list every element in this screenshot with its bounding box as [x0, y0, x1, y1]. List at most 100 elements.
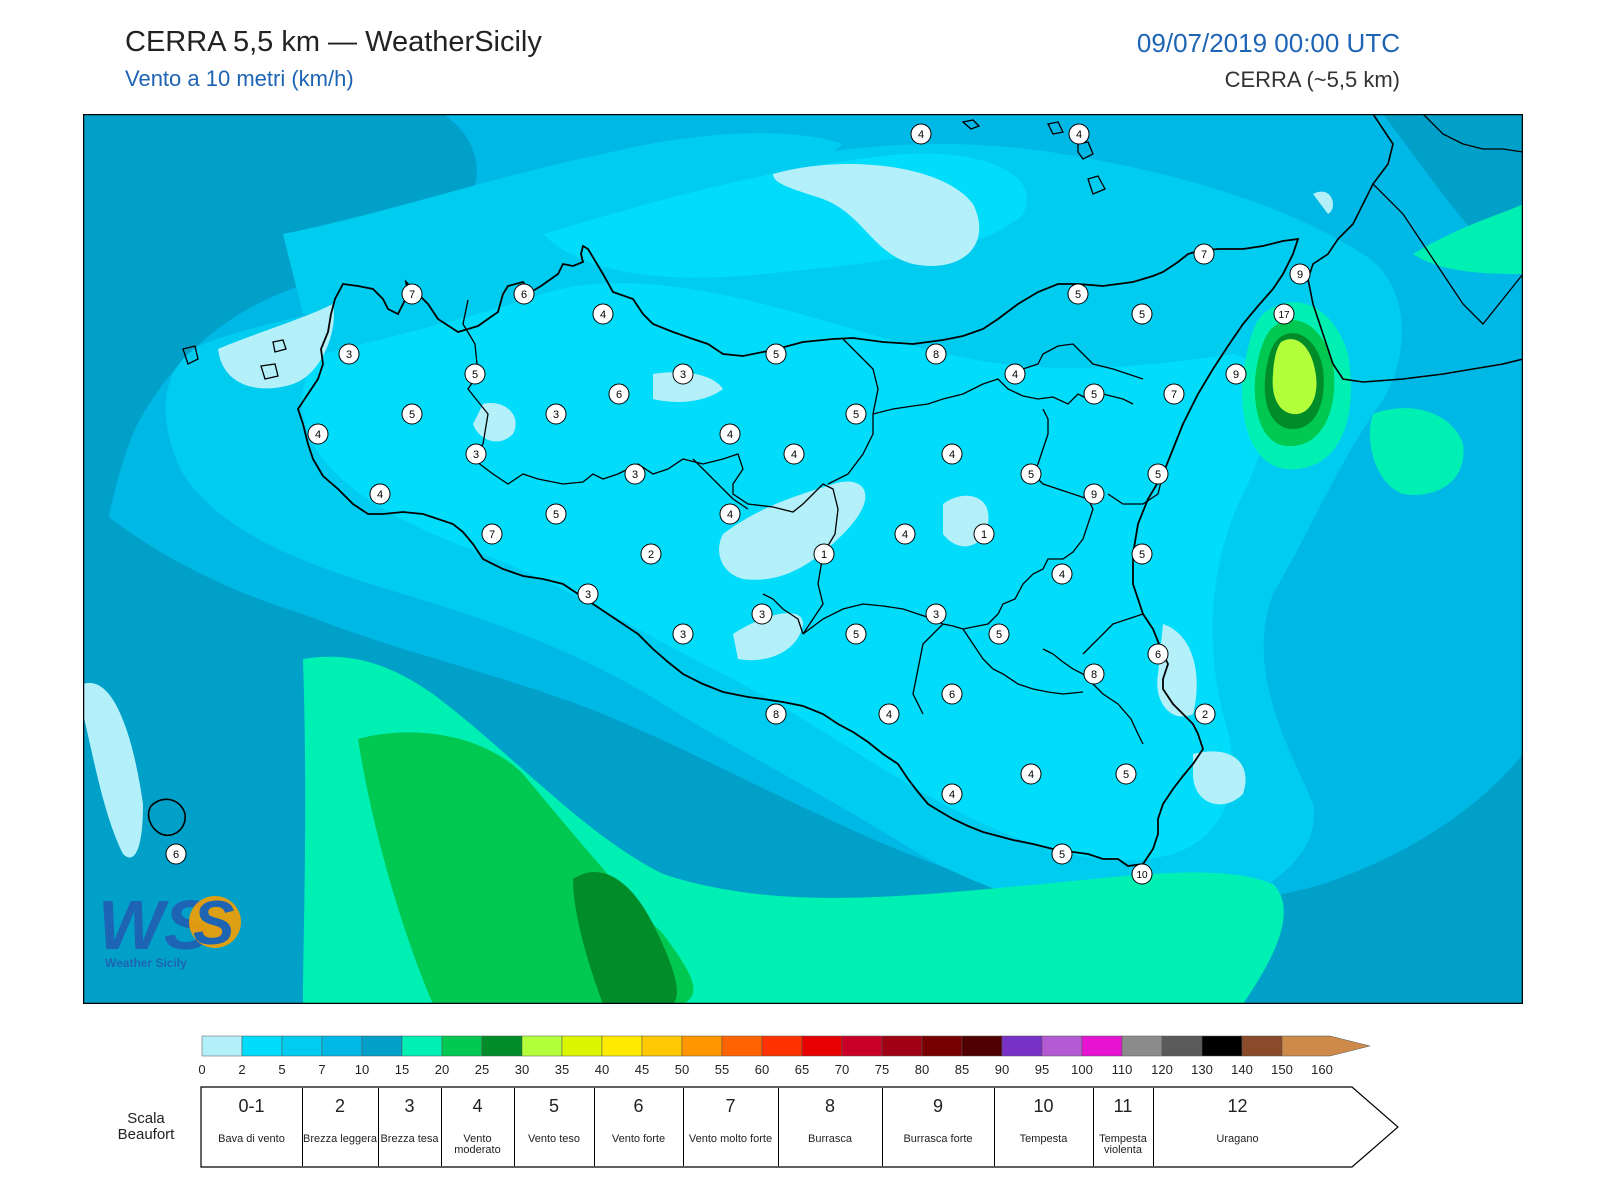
- wind-value-label: 6: [616, 389, 622, 401]
- wind-value-label: 3: [346, 349, 352, 361]
- wind-value-marker: 3: [925, 603, 947, 625]
- wind-value-label: 6: [1155, 649, 1161, 661]
- wind-value-label: 4: [1076, 129, 1082, 141]
- color-scale-swatch: [641, 1035, 683, 1057]
- wind-value-label: 4: [949, 789, 955, 801]
- wind-value-label: 5: [553, 509, 559, 521]
- color-scale-tick-label: 160: [1311, 1062, 1333, 1077]
- wind-value-label: 7: [1201, 249, 1207, 261]
- wind-value-marker: 3: [465, 443, 487, 465]
- beaufort-number: 8: [824, 1096, 835, 1116]
- wind-value-marker: 2: [640, 543, 662, 565]
- color-scale-swatch: [361, 1035, 403, 1057]
- beaufort-cell: 2 Brezza leggera: [302, 1088, 379, 1166]
- wind-value-marker: 6: [941, 683, 963, 705]
- wind-value-label: 5: [1139, 549, 1145, 561]
- color-scale-tick-label: 55: [714, 1062, 730, 1077]
- model-label: CERRA (~5,5 km): [1224, 67, 1400, 92]
- wind-value-marker: 4: [719, 503, 741, 525]
- wind-value-label: 5: [853, 409, 859, 421]
- wind-value-marker: 3: [672, 623, 694, 645]
- wind-value-marker: 5: [1115, 763, 1137, 785]
- wind-value-label: 3: [553, 409, 559, 421]
- wind-value-marker: 4: [719, 423, 741, 445]
- beaufort-number: 11: [1113, 1096, 1133, 1116]
- wind-value-marker: 5: [845, 403, 867, 425]
- wind-value-label: 3: [933, 609, 939, 621]
- wind-value-label: 5: [1091, 389, 1097, 401]
- wind-value-marker: 4: [1020, 763, 1042, 785]
- beaufort-cell: 12 Uragano: [1153, 1088, 1322, 1166]
- color-scale-tick-label: 90: [994, 1062, 1010, 1077]
- beaufort-cell: 0-1 Bava di vento: [201, 1088, 303, 1166]
- wind-value-marker: 9: [1083, 483, 1105, 505]
- wind-value-marker: 3: [545, 403, 567, 425]
- wind-value-marker: 7: [1163, 383, 1185, 405]
- color-scale-arrow: [1281, 1035, 1371, 1057]
- beaufort-cell: 6 Vento forte: [594, 1088, 684, 1166]
- wind-value-marker: 5: [1083, 383, 1105, 405]
- wind-value-marker: 4: [1004, 363, 1026, 385]
- wind-value-marker: 5: [1067, 283, 1089, 305]
- color-scale-tick-label: 35: [554, 1062, 570, 1077]
- wind-value-label: 3: [759, 609, 765, 621]
- wind-value-label: 8: [1091, 669, 1097, 681]
- wind-value-marker: 5: [1147, 463, 1169, 485]
- wind-value-marker: 5: [988, 623, 1010, 645]
- color-scale-tick-label: 120: [1151, 1062, 1173, 1077]
- color-scale-swatch: [721, 1035, 763, 1057]
- wind-value-marker: 1: [813, 543, 835, 565]
- color-scale-swatch: [1041, 1035, 1083, 1057]
- color-scale-tick-label: 10: [354, 1062, 370, 1077]
- beaufort-description: Brezza leggera: [303, 1133, 377, 1145]
- wind-value-marker: 5: [401, 403, 423, 425]
- wind-value-marker: 5: [1131, 303, 1153, 325]
- wind-value-label: 3: [632, 469, 638, 481]
- color-scale-bar: [201, 1035, 1371, 1057]
- beaufort-number: 4: [472, 1096, 483, 1116]
- beaufort-number: 5: [548, 1096, 559, 1116]
- color-scale-tick-label: 75: [874, 1062, 890, 1077]
- wind-value-label: 10: [1136, 870, 1148, 881]
- color-scale-tick-label: 30: [514, 1062, 530, 1077]
- color-scale-tick-label: 95: [1034, 1062, 1050, 1077]
- color-scale-swatch: [1241, 1035, 1283, 1057]
- beaufort-number: 9: [932, 1096, 943, 1116]
- wind-value-marker: 9: [1225, 363, 1247, 385]
- beaufort-cell: 10 Tempesta: [994, 1088, 1094, 1166]
- wind-value-marker: 5: [1051, 843, 1073, 865]
- wind-value-marker: 7: [401, 283, 423, 305]
- beaufort-number: 3: [404, 1096, 415, 1116]
- wind-value-marker: 4: [878, 703, 900, 725]
- wind-value-label: 5: [1123, 769, 1129, 781]
- beaufort-number: 0-1: [238, 1096, 265, 1116]
- wind-value-marker: 6: [513, 283, 535, 305]
- wind-value-markers: 4 4 7 9 17 7 6 4 5 5 3 5 8 5 3 4 9 6 5 7 5 3 5 4 4 3 4 4 3 5 5 4 9 5 4 7 4 1 2…: [165, 123, 1311, 885]
- wind-value-marker: 5: [464, 363, 486, 385]
- wind-value-label: 4: [315, 429, 321, 441]
- color-scale-tick-label: 25: [474, 1062, 490, 1077]
- beaufort-cell: 4 Vento moderato: [441, 1088, 515, 1166]
- wind-value-marker: 8: [765, 703, 787, 725]
- color-scale-swatch: [921, 1035, 963, 1057]
- color-scale-swatch: [1201, 1035, 1243, 1057]
- beaufort-number: 2: [334, 1096, 345, 1116]
- beaufort-scale-frame: [200, 1086, 1399, 1168]
- wind-value-marker: 4: [1051, 563, 1073, 585]
- wind-value-label: 6: [521, 289, 527, 301]
- color-scale-tick-label: 110: [1111, 1062, 1133, 1077]
- color-scale-tick-label: 130: [1191, 1062, 1213, 1077]
- wind-value-marker: 1: [973, 523, 995, 545]
- wind-value-label: 4: [1028, 769, 1034, 781]
- map-title: CERRA 5,5 km — WeatherSicily: [125, 26, 542, 58]
- wind-value-label: 3: [680, 629, 686, 641]
- color-scale-tick-label: 60: [754, 1062, 770, 1077]
- wind-value-label: 7: [1171, 389, 1177, 401]
- beaufort-description: Vento forte: [611, 1133, 666, 1145]
- color-scale-swatch: [281, 1035, 323, 1057]
- beaufort-description: Tempesta: [1019, 1133, 1068, 1145]
- wind-value-marker: 3: [338, 343, 360, 365]
- color-scale-tick-label: 7: [318, 1062, 326, 1077]
- wind-value-marker: 4: [307, 423, 329, 445]
- wind-value-label: 6: [173, 849, 179, 861]
